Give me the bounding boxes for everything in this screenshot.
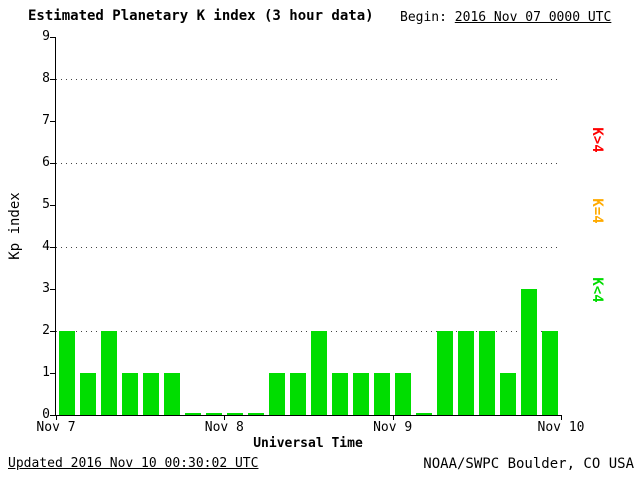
- kp-bar: [142, 373, 159, 415]
- y-tick: [50, 205, 56, 206]
- legend-k-lt-4: K<4: [589, 277, 605, 303]
- y-tick: [50, 121, 56, 122]
- y-tick: [50, 79, 56, 80]
- gridline: [56, 247, 561, 248]
- begin-timestamp: Begin: 2016 Nov 07 0000 UTC: [400, 10, 611, 25]
- legend-k-eq-4: K=4: [589, 198, 605, 224]
- kp-bar: [521, 289, 538, 415]
- kp-bar: [479, 331, 496, 415]
- kp-bar: [374, 373, 391, 415]
- plot-area: 0 1 2 3 4 5 6 7 8 9 Nov 7 Nov 8 Nov 9 Nov 10: [36, 30, 584, 436]
- y-tick-label: 5: [42, 197, 50, 212]
- gridline: [56, 331, 561, 332]
- x-tick-label: Nov 7: [36, 420, 76, 435]
- legend-k-gt-4: K>4: [589, 127, 605, 153]
- y-tick: [50, 289, 56, 290]
- kp-bar: [542, 331, 559, 415]
- y-tick-label: 3: [42, 281, 50, 296]
- chart-title: Estimated Planetary K index (3 hour data…: [28, 8, 374, 24]
- x-tick-label: Nov 10: [537, 420, 585, 435]
- source-credit: NOAA/SWPC Boulder, CO USA: [423, 456, 634, 472]
- y-tick-label: 1: [42, 365, 50, 380]
- kp-bar: [500, 373, 517, 415]
- x-tick: [224, 415, 226, 420]
- begin-value: 2016 Nov 07 0000 UTC: [454, 10, 612, 25]
- kp-bar: [289, 373, 306, 415]
- y-tick: [50, 331, 56, 332]
- y-axis-label: Kp index: [7, 192, 23, 260]
- y-tick-label: 8: [42, 71, 50, 86]
- y-tick-label: 9: [42, 29, 50, 44]
- kp-bar: [121, 373, 138, 415]
- x-tick: [392, 415, 394, 420]
- updated-timestamp: Updated 2016 Nov 10 00:30:02 UTC: [8, 456, 259, 471]
- y-tick-label: 6: [42, 155, 50, 170]
- y-tick: [50, 37, 56, 38]
- x-tick-label: Nov 8: [204, 420, 244, 435]
- y-tick: [50, 247, 56, 248]
- begin-label: Begin:: [400, 10, 447, 25]
- kp-bar: [226, 413, 243, 415]
- kp-bar: [79, 373, 96, 415]
- y-tick-label: 0: [42, 407, 50, 422]
- kp-bar: [163, 373, 180, 415]
- kp-bar: [395, 373, 412, 415]
- y-tick-label: 7: [42, 113, 50, 128]
- kp-bar: [100, 331, 117, 415]
- kp-bar: [458, 331, 475, 415]
- kp-bar: [311, 331, 327, 415]
- x-tick: [561, 415, 562, 420]
- x-axis-label: Universal Time: [253, 436, 363, 451]
- kp-bar: [58, 331, 75, 415]
- kp-bar: [416, 413, 433, 415]
- y-tick-label: 4: [42, 239, 50, 254]
- kp-bar: [268, 373, 285, 415]
- x-tick: [56, 415, 57, 420]
- kp-bar: [247, 413, 264, 415]
- kp-bar: [437, 331, 454, 415]
- gridline: [56, 163, 561, 164]
- kp-bar: [205, 413, 222, 415]
- y-tick: [50, 373, 56, 374]
- y-tick: [50, 163, 56, 164]
- kp-bar: [332, 373, 349, 415]
- kp-bar: [184, 413, 201, 415]
- y-tick: [50, 415, 56, 416]
- kp-bar: [353, 373, 370, 415]
- gridline: [56, 79, 561, 80]
- y-tick-label: 2: [42, 323, 50, 338]
- x-tick-label: Nov 9: [373, 420, 413, 435]
